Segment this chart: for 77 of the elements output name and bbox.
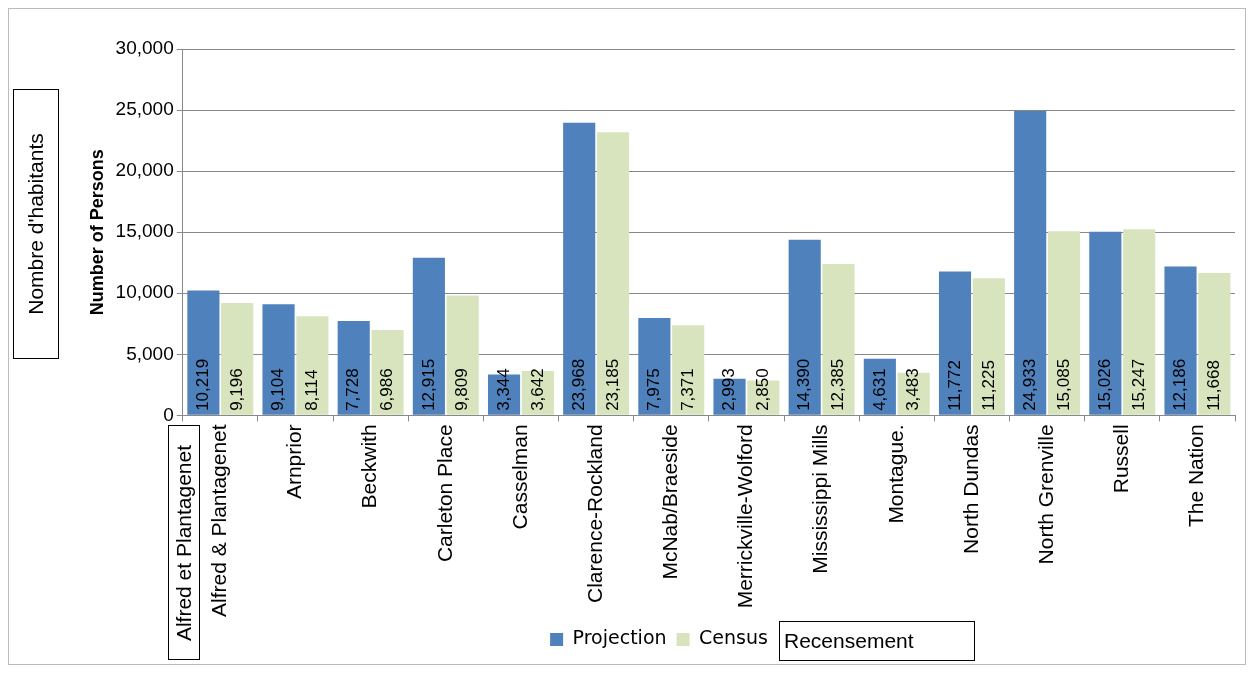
x-tick-label: Arnprior xyxy=(282,424,306,500)
bar xyxy=(972,278,1005,415)
data-label: 12,186 xyxy=(1170,358,1190,411)
data-label: 11,668 xyxy=(1204,360,1224,411)
legend-label: Census xyxy=(699,626,768,649)
x-tick-label: Beckwith xyxy=(357,424,381,509)
data-label: 3,642 xyxy=(527,368,547,411)
data-label: 2,993 xyxy=(719,368,739,411)
data-label: 23,968 xyxy=(568,358,588,411)
x-tick-label: Casselman xyxy=(507,424,531,530)
data-label: 15,085 xyxy=(1053,358,1073,411)
data-label: 24,933 xyxy=(1019,358,1039,411)
data-label: 10,219 xyxy=(193,358,213,411)
data-label: 12,915 xyxy=(418,358,438,411)
bar xyxy=(822,264,855,415)
bar xyxy=(938,271,972,415)
bar xyxy=(1089,231,1122,415)
data-label: 14,390 xyxy=(794,358,814,411)
x-tick-label: Merrickville-Wolford xyxy=(733,424,757,609)
y-axis-title: Number of Persons xyxy=(86,149,107,316)
data-label: 7,975 xyxy=(644,368,664,411)
data-label: 15,026 xyxy=(1095,358,1115,411)
bar xyxy=(187,290,220,415)
bar xyxy=(371,330,404,415)
bar xyxy=(1198,272,1231,415)
x-tick-label: McNab/Braeside xyxy=(658,424,682,580)
data-label: 3,483 xyxy=(903,368,923,411)
bar xyxy=(262,304,295,415)
x-tick-label: Mississippi Mills xyxy=(808,424,832,574)
y-tick-label: 20,000 xyxy=(115,159,174,181)
bar xyxy=(446,295,479,415)
x-tick-label: Clarence-Rockland xyxy=(582,424,606,603)
data-label: 7,728 xyxy=(343,368,363,411)
y-tick-label: 30,000 xyxy=(115,37,174,59)
data-label: 7,371 xyxy=(677,368,697,411)
data-label: 3,344 xyxy=(493,368,513,411)
data-label: 2,850 xyxy=(753,368,773,411)
data-label: 23,185 xyxy=(602,358,622,411)
bar xyxy=(638,317,671,415)
x-tick-label: Carleton Place xyxy=(432,424,456,563)
data-label: 12,385 xyxy=(828,358,848,411)
y-tick-label: 5,000 xyxy=(126,342,174,364)
bar xyxy=(1164,266,1197,415)
data-label: 9,196 xyxy=(226,368,246,411)
bar xyxy=(672,325,705,415)
bar xyxy=(1123,229,1156,415)
text: Recensement xyxy=(784,629,914,653)
y-tick-label: 25,000 xyxy=(115,98,174,120)
y-tick-label: 15,000 xyxy=(115,220,174,242)
bar xyxy=(596,132,630,415)
bar xyxy=(412,257,445,415)
data-label: 6,986 xyxy=(377,368,397,411)
data-label: 4,631 xyxy=(869,368,889,411)
data-label: 15,247 xyxy=(1128,358,1148,411)
text: Alfred et Plantagenet xyxy=(172,444,197,641)
text: Nombre d'habitants xyxy=(24,133,48,315)
data-label: 11,225 xyxy=(978,360,998,411)
x-tick-label: Montague. xyxy=(883,424,907,524)
x-tick-label: The Nation xyxy=(1184,424,1208,528)
x-tick-label: Alfred & Plantagenet xyxy=(207,424,231,618)
x-tick-label: North Dundas xyxy=(958,424,982,554)
x-tick-label: Russell xyxy=(1109,424,1133,494)
data-label: 11,772 xyxy=(944,360,964,411)
bar xyxy=(788,239,821,415)
bar xyxy=(337,320,370,415)
bar xyxy=(296,316,329,415)
y-tick-label: 10,000 xyxy=(115,281,174,303)
legend-label: Projection xyxy=(572,626,667,649)
data-label: 9,104 xyxy=(268,368,288,411)
bar xyxy=(1014,110,1047,415)
x-tick-label: North Grenville xyxy=(1033,424,1057,565)
bar xyxy=(1047,231,1081,415)
bar xyxy=(563,122,596,415)
y-tick-label: 0 xyxy=(163,403,174,425)
bar xyxy=(221,303,254,415)
data-label: 8,114 xyxy=(302,369,322,411)
data-label: 9,809 xyxy=(452,368,472,411)
